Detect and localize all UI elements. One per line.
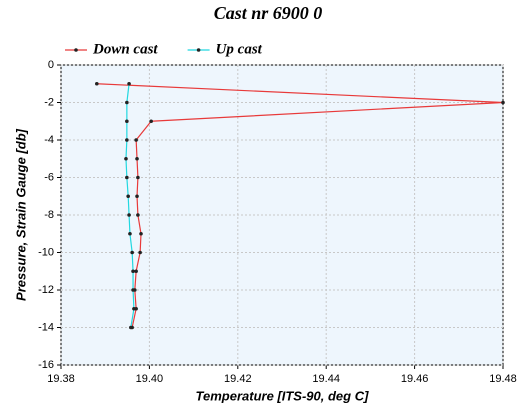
data-point [136,213,140,217]
y-tick-label: 0 [48,59,54,71]
x-tick-label: 19.44 [312,373,340,385]
data-point [138,250,142,255]
data-point [125,138,129,142]
data-point [139,231,143,236]
data-point [131,269,135,274]
data-point [125,100,129,105]
data-point [501,100,505,105]
x-tick-label: 19.40 [136,373,164,385]
x-axis-title: Temperature [ITS-90, deg C] [196,388,370,403]
legend-label: Down cast [92,41,158,57]
data-point [127,213,131,217]
y-tick-label: -12 [38,284,54,296]
data-point [129,325,133,330]
data-point [136,175,140,180]
data-point [130,250,134,255]
data-point [132,306,136,311]
x-tick-label: 19.48 [489,373,517,385]
chart-title: Cast nr 6900 0 [214,3,323,23]
y-tick-label: -10 [38,246,54,258]
data-point [131,288,135,292]
y-tick-label: -14 [38,321,54,333]
x-tick-label: 19.42 [224,373,252,385]
x-tick-label: 19.46 [401,373,429,385]
y-tick-label: -4 [44,134,54,146]
series-line [96,83,504,328]
legend-label: Up cast [216,41,263,57]
data-point [134,269,138,274]
data-point [95,81,99,86]
data-point [125,119,129,124]
y-axis-title: Pressure, Strain Gauge [db] [13,128,28,301]
legend-marker [196,48,201,52]
data-point [135,156,139,161]
data-point [124,156,128,161]
y-tick-label: -8 [44,209,54,221]
data-point [128,231,132,236]
series-line [125,83,135,328]
data-point [126,194,130,199]
x-tick-label: 19.38 [47,373,75,385]
data-point [125,175,129,180]
data-point [135,194,139,199]
legend-marker [74,48,78,52]
plot-layer: 19.38 19.40 19.42 19.44 19.46 19.48 -16 -14 -12 -… [38,41,517,384]
data-point [127,81,131,86]
y-tick-label: -6 [44,171,54,183]
data-point [149,119,153,124]
y-tick-label: -2 [44,96,54,108]
y-tick-label: -16 [38,359,54,371]
data-point [134,138,138,142]
